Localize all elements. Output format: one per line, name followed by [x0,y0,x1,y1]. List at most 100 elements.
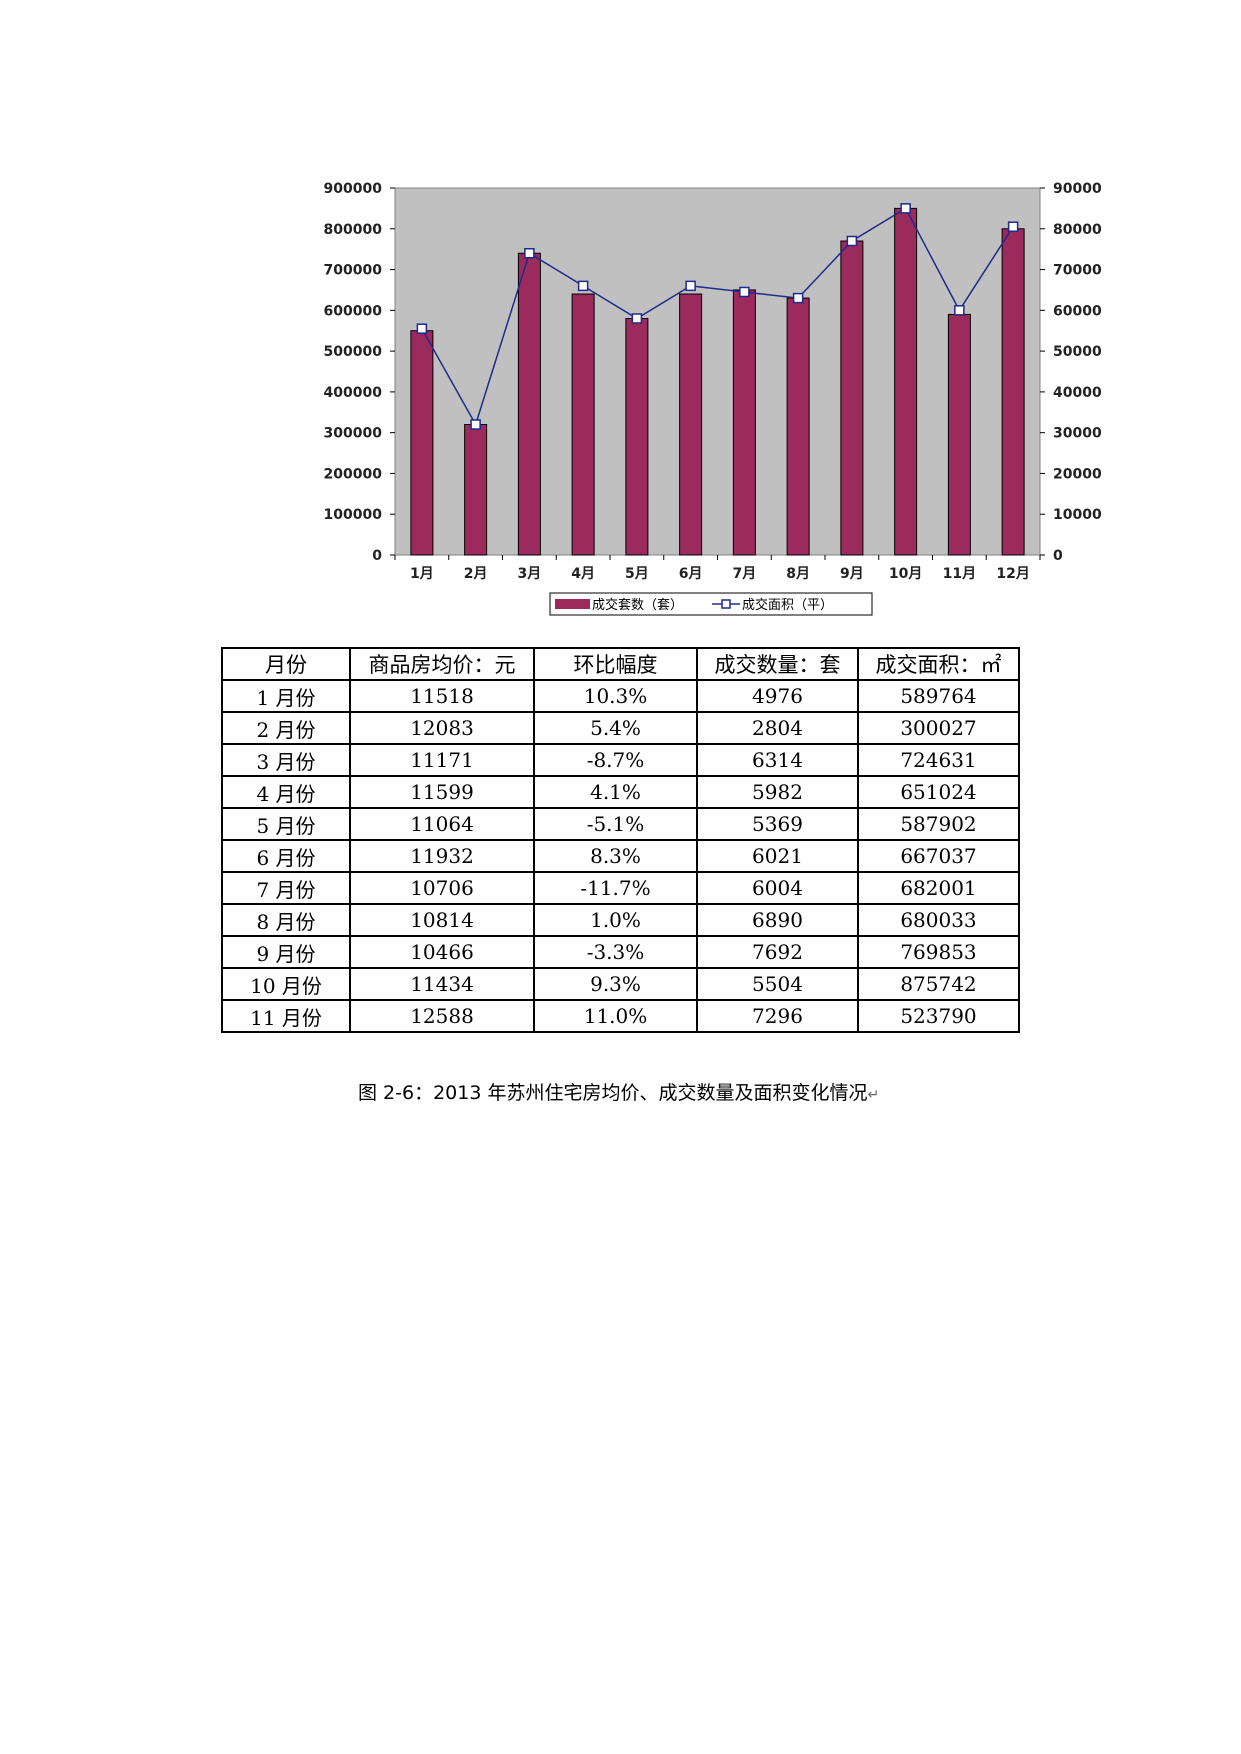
table-cell: 10814 [349,903,535,937]
x-tick-label: 12月 [996,566,1029,582]
line-point [1007,221,1019,232]
table-cell: -3.3% [533,935,698,969]
x-tick-label: 4月 [571,566,595,582]
table-row: 1 月份 11518 10.3% 4976 589764 [221,679,1020,713]
table-cell: -8.7% [533,743,698,777]
table-cell: 5369 [696,807,859,841]
y-tick-label-left: 800000 [324,222,383,238]
x-tick-label: 9月 [840,566,864,582]
x-tick-label: 10月 [889,566,922,582]
x-tick-label: 7月 [733,566,757,582]
table-cell: 875742 [857,967,1020,1001]
y-tick-label-left: 100000 [324,507,383,523]
y-tick-label-left: 700000 [324,263,383,279]
header-avg-price: 商品房均价：元 [349,647,535,681]
y-tick-label-left: 200000 [324,466,383,482]
table-cell: 682001 [857,871,1020,905]
legend: 成交套数（套） 成交面积（平） [549,592,873,616]
table-cell: 5 月份 [221,807,351,841]
table-cell: 8 月份 [221,903,351,937]
caption-text: 图 2-6：2013 年苏州住宅房均价、成交数量及面积变化情况 [358,1082,868,1104]
bar [732,289,756,556]
table-row: 4 月份 11599 4.1% 5982 651024 [221,775,1020,809]
line-point [954,305,965,316]
y-tick-label-left: 500000 [324,344,383,360]
table-cell: 11932 [349,839,535,873]
table-cell: 12588 [349,999,535,1033]
table-row: 5 月份 11064 -5.1% 5369 587902 [221,807,1020,841]
legend-label-line: 成交面积（平） [742,597,833,613]
table-cell: -11.7% [533,871,698,905]
table-row: 10 月份 11434 9.3% 5504 875742 [221,967,1020,1001]
table-row: 9 月份 10466 -3.3% 7692 769853 [221,935,1020,969]
table-row: 11 月份 12588 11.0% 7296 523790 [221,999,1020,1033]
table-cell: 1.0% [533,903,698,937]
y-tick-label-right: 20000 [1053,466,1102,482]
legend-label-bar: 成交套数（套） [592,597,683,613]
table-cell: 7296 [696,999,859,1033]
y-tick-label-right: 50000 [1053,344,1102,360]
line-point [577,280,589,292]
table-cell: 4.1% [533,775,698,809]
y-tick-label-right: 80000 [1053,222,1102,238]
line-point [470,419,481,430]
line-point [631,313,643,324]
figure-caption: 图 2-6：2013 年苏州住宅房均价、成交数量及面积变化情况↵ [358,1078,879,1105]
table-cell: 589764 [857,679,1020,713]
return-mark-icon: ↵ [867,1087,880,1103]
y-tick-label-left: 0 [372,548,382,564]
table-cell: 9 月份 [221,935,351,969]
line-point [846,235,858,247]
table-cell: 523790 [857,999,1020,1033]
table-cell: 9.3% [533,967,698,1001]
header-month: 月份 [221,647,351,681]
y-tick-label-right: 70000 [1053,263,1102,279]
bar [517,252,541,556]
table-cell: 10 月份 [221,967,351,1001]
series-line-area [421,207,1014,427]
x-tick-label: 6月 [679,566,703,582]
bar [625,317,649,556]
y-tick-label-left: 600000 [324,303,383,319]
y-tick-label-right: 0 [1053,548,1063,564]
line-point [900,203,911,214]
table-cell: 1 月份 [221,679,351,713]
bar [464,424,488,556]
bar [894,207,918,556]
table-cell: 6004 [696,871,859,905]
table-cell: 6021 [696,839,859,873]
y-tick-label-left: 300000 [324,426,383,442]
line-point [524,247,535,259]
table-cell: 5504 [696,967,859,1001]
header-change-rate: 环比幅度 [533,647,698,681]
x-tick-label: 11月 [943,566,976,582]
table-cell: 724631 [857,743,1020,777]
table-cell: 11434 [349,967,535,1001]
table-cell: -5.1% [533,807,698,841]
table-cell: 7692 [696,935,859,969]
x-tick-label: 8月 [786,566,810,582]
bar [679,293,703,556]
x-tick-label: 1月 [410,566,434,582]
y-tick-label-right: 60000 [1053,303,1102,319]
y-tick-label-right: 90000 [1053,181,1102,197]
table-cell: 7 月份 [221,871,351,905]
y-tick-label-left: 400000 [324,385,383,401]
bar [571,293,595,556]
table-cell: 5.4% [533,711,698,745]
legend-swatch-bar [555,599,590,609]
y-tick-label-right: 10000 [1053,507,1102,523]
table-cell: 3 月份 [221,743,351,777]
y-tick-label-right: 40000 [1053,385,1102,401]
x-tick-label: 3月 [518,566,542,582]
combo-chart: 0100000200000300000400000500000600000700… [324,181,1102,616]
table-row: 3 月份 11171 -8.7% 6314 724631 [221,743,1020,777]
table-cell: 769853 [857,935,1020,969]
table-cell: 6890 [696,903,859,937]
table-cell: 680033 [857,903,1020,937]
legend-swatch-marker [721,599,731,609]
table-header-row: 月份 商品房均价：元 环比幅度 成交数量：套 成交面积：㎡ [221,647,1020,681]
data-table: 月份 商品房均价：元 环比幅度 成交数量：套 成交面积：㎡ 1 月份 11518 1… [221,647,1020,1033]
table-cell: 8.3% [533,839,698,873]
table-cell: 11.0% [533,999,698,1033]
